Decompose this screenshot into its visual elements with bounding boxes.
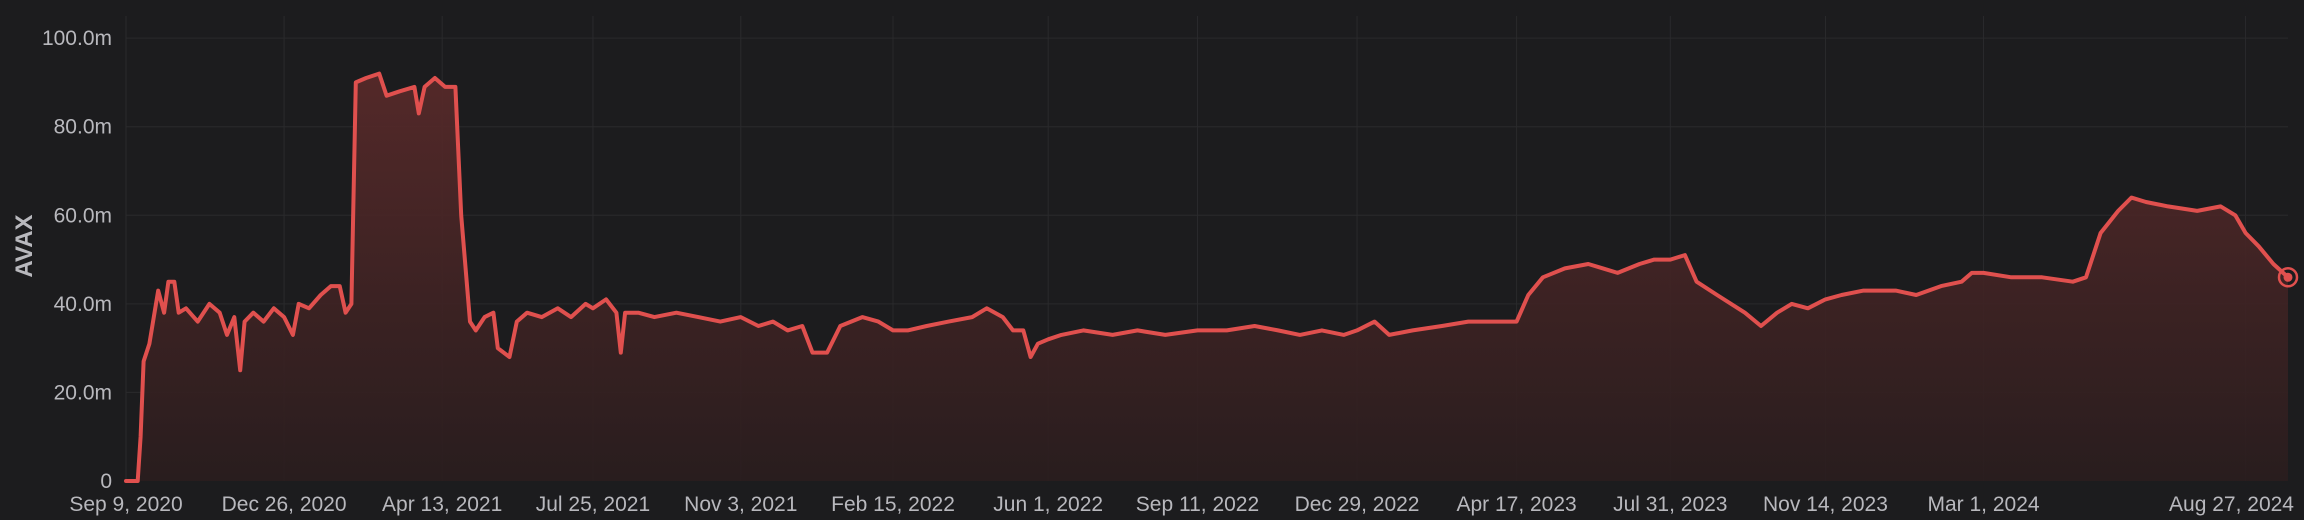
y-tick-label: 60.0m bbox=[54, 204, 112, 227]
x-axis-ticks: Sep 9, 2020 Dec 26, 2020 Apr 13, 2021 Jul 2… bbox=[69, 493, 2294, 516]
y-tick-label: 40.0m bbox=[54, 293, 112, 316]
x-tick-label: Mar 1, 2024 bbox=[1927, 493, 2039, 516]
area-layer bbox=[124, 71, 2299, 483]
last-point-marker[interactable] bbox=[2283, 272, 2293, 282]
x-tick-label: Feb 15, 2022 bbox=[831, 493, 955, 516]
y-tick-label: 20.0m bbox=[54, 381, 112, 404]
x-tick-label: Sep 9, 2020 bbox=[69, 493, 182, 516]
series-area-fill bbox=[126, 73, 2288, 481]
x-tick-label: Apr 17, 2023 bbox=[1456, 493, 1576, 516]
x-tick-label: Apr 13, 2021 bbox=[382, 493, 502, 516]
x-tick-label: Jul 31, 2023 bbox=[1613, 493, 1727, 516]
x-tick-label: Jul 25, 2021 bbox=[536, 493, 650, 516]
x-tick-label: Sep 11, 2022 bbox=[1136, 493, 1259, 516]
y-tick-label: 100.0m bbox=[42, 27, 112, 50]
y-tick-label: 0 bbox=[100, 470, 112, 493]
x-tick-label: Aug 27, 2024 bbox=[2169, 493, 2294, 516]
x-tick-label: Jun 1, 2022 bbox=[993, 493, 1103, 516]
last-point-marker-ring[interactable] bbox=[2277, 267, 2299, 288]
x-tick-label: Dec 26, 2020 bbox=[222, 493, 347, 516]
y-axis-ticks: 0 20.0m 40.0m 60.0m 80.0m 100.0m bbox=[42, 27, 112, 493]
y-tick-label: 80.0m bbox=[54, 116, 112, 139]
x-tick-label: Nov 3, 2021 bbox=[684, 493, 797, 516]
series-line bbox=[124, 71, 2290, 483]
y-axis-title: AVAX bbox=[11, 214, 38, 277]
x-tick-label: Dec 29, 2022 bbox=[1295, 493, 1420, 516]
x-tick-label: Nov 14, 2023 bbox=[1763, 493, 1888, 516]
